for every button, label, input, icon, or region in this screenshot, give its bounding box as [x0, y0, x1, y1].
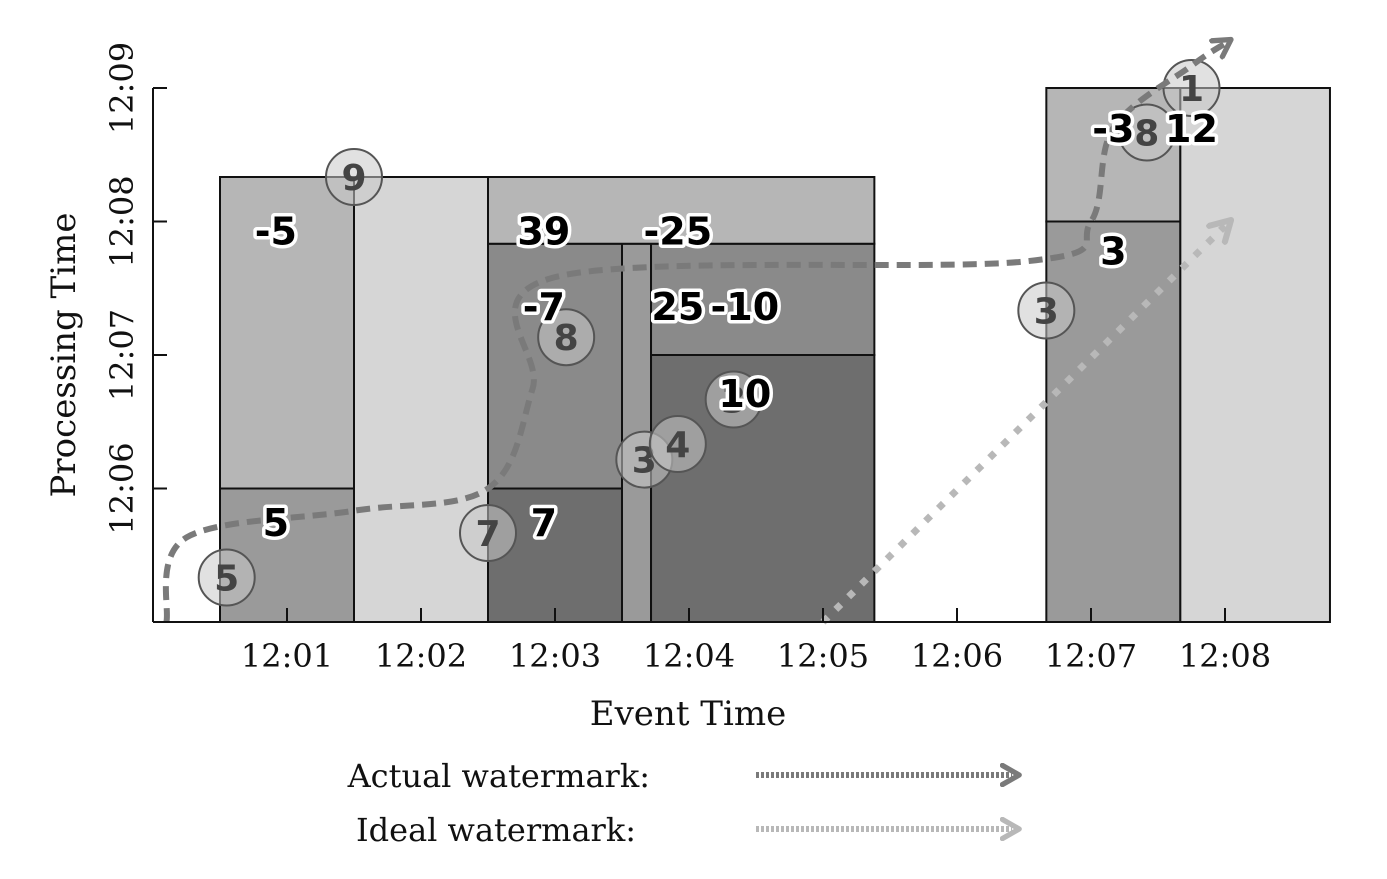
- event-label-1: 9: [341, 158, 366, 199]
- legend-ideal-label: Ideal watermark:: [356, 811, 636, 849]
- x-tick-label-1: 12:02: [375, 637, 467, 675]
- event-circle-0: [197, 548, 256, 607]
- pane-value-2: 39: [517, 209, 570, 253]
- pane-value-7: 10: [718, 372, 771, 416]
- event-circle-3: [537, 308, 596, 367]
- event-label-3: 8: [554, 318, 579, 359]
- event-label-2: 7: [475, 514, 500, 555]
- pane-4: [487, 242, 623, 490]
- x-tick-label-3: 12:04: [643, 637, 735, 675]
- legend-actual-label: Actual watermark:: [347, 757, 650, 795]
- y-tick-label-2: 12:08: [103, 175, 141, 267]
- x-tick-label-7: 12:08: [1179, 637, 1271, 675]
- pane-1: [219, 176, 355, 490]
- event-circle-7: [1017, 281, 1076, 340]
- pane-value-9: -3: [1092, 107, 1134, 151]
- x-tick-label-6: 12:07: [1045, 637, 1137, 675]
- event-circle-6: [704, 370, 763, 429]
- event-label-5: 4: [665, 425, 690, 466]
- pane-2: [353, 176, 489, 623]
- y-axis-label: Processing Time: [44, 213, 84, 498]
- event-circle-2: [459, 504, 517, 562]
- legend: Actual watermark: Ideal watermark:: [347, 757, 1012, 849]
- x-tick-label-0: 12:01: [241, 637, 333, 675]
- pane-value-0: -5: [255, 209, 297, 253]
- event-label-8: 8: [1134, 114, 1159, 155]
- pane-8: [487, 176, 876, 245]
- y-tick-label-0: 12:06: [103, 442, 141, 534]
- panes-layer: [219, 87, 1331, 623]
- pane-value-3: -25: [644, 209, 713, 253]
- ideal-watermark-line: [820, 226, 1225, 625]
- event-circle-8: [1117, 103, 1176, 162]
- x-ticks: 12:01 12:02 12:03 12:04 12:05 12:06 12:07 12:08: [241, 608, 1271, 675]
- event-label-7: 3: [1034, 292, 1059, 333]
- pane-11: [1179, 87, 1331, 623]
- pane-value-10: 12: [1165, 107, 1218, 151]
- event-circle-5: [648, 415, 707, 473]
- pane-value-5: 25: [651, 285, 704, 329]
- y-tick-label-1: 12:07: [103, 309, 141, 401]
- x-tick-label-2: 12:03: [509, 637, 601, 675]
- event-label-9: 1: [1179, 69, 1204, 110]
- pane-9: [1045, 220, 1182, 623]
- actual-watermark-line: [162, 44, 1225, 623]
- pane-value-11: 3: [1100, 229, 1126, 273]
- event-label-0: 5: [214, 559, 239, 600]
- x-axis-label: Event Time: [590, 694, 786, 734]
- event-circle-1: [325, 148, 383, 206]
- pane-value-4: -7: [523, 285, 565, 329]
- actual-watermark-layer: [162, 44, 1225, 623]
- pane-value-1: 5: [263, 501, 289, 545]
- y-tick-label-3: 12:09: [103, 42, 141, 134]
- x-tick-label-5: 12:06: [911, 637, 1003, 675]
- y-ticks: 12:06 12:07 12:08 12:09: [103, 42, 167, 535]
- x-tick-label-4: 12:05: [777, 637, 869, 675]
- ideal-watermark-layer: [820, 226, 1225, 625]
- pane-value-8: 7: [531, 501, 557, 545]
- event-label-6: 3: [721, 381, 746, 422]
- pane-6: [650, 354, 876, 623]
- pane-value-6: -10: [711, 285, 780, 329]
